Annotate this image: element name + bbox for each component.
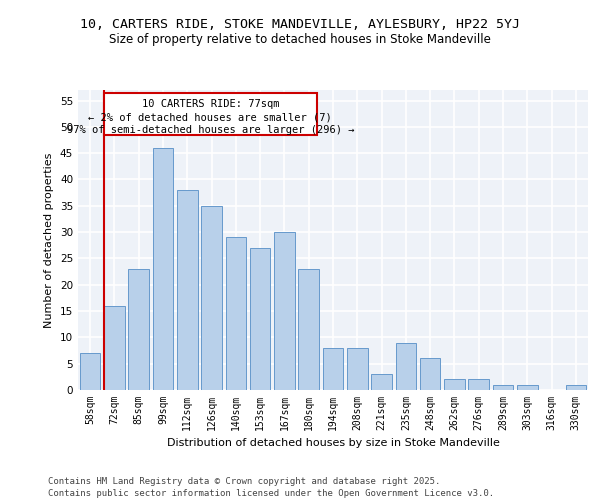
Bar — [152, 148, 173, 390]
Text: 10, CARTERS RIDE, STOKE MANDEVILLE, AYLESBURY, HP22 5YJ: 10, CARTERS RIDE, STOKE MANDEVILLE, AYLE… — [80, 18, 520, 30]
Text: 10 CARTERS RIDE: 77sqm: 10 CARTERS RIDE: 77sqm — [142, 99, 279, 109]
Bar — [493, 384, 514, 390]
Bar — [274, 232, 295, 390]
Text: ← 2% of detached houses are smaller (7): ← 2% of detached houses are smaller (7) — [88, 112, 332, 122]
Bar — [323, 348, 343, 390]
FancyBboxPatch shape — [104, 92, 317, 134]
Bar — [226, 238, 246, 390]
Text: 97% of semi-detached houses are larger (296) →: 97% of semi-detached houses are larger (… — [67, 126, 354, 136]
Bar — [128, 269, 149, 390]
Bar — [177, 190, 197, 390]
Bar — [517, 384, 538, 390]
Bar — [104, 306, 125, 390]
Bar — [395, 342, 416, 390]
Bar — [469, 380, 489, 390]
Bar — [347, 348, 368, 390]
Bar — [371, 374, 392, 390]
Bar — [566, 384, 586, 390]
Text: Size of property relative to detached houses in Stoke Mandeville: Size of property relative to detached ho… — [109, 32, 491, 46]
Bar — [201, 206, 222, 390]
Bar — [250, 248, 271, 390]
Bar — [420, 358, 440, 390]
Bar — [80, 353, 100, 390]
Bar — [298, 269, 319, 390]
Bar — [444, 380, 465, 390]
Text: Contains HM Land Registry data © Crown copyright and database right 2025.
Contai: Contains HM Land Registry data © Crown c… — [48, 476, 494, 498]
Y-axis label: Number of detached properties: Number of detached properties — [44, 152, 55, 328]
X-axis label: Distribution of detached houses by size in Stoke Mandeville: Distribution of detached houses by size … — [167, 438, 499, 448]
